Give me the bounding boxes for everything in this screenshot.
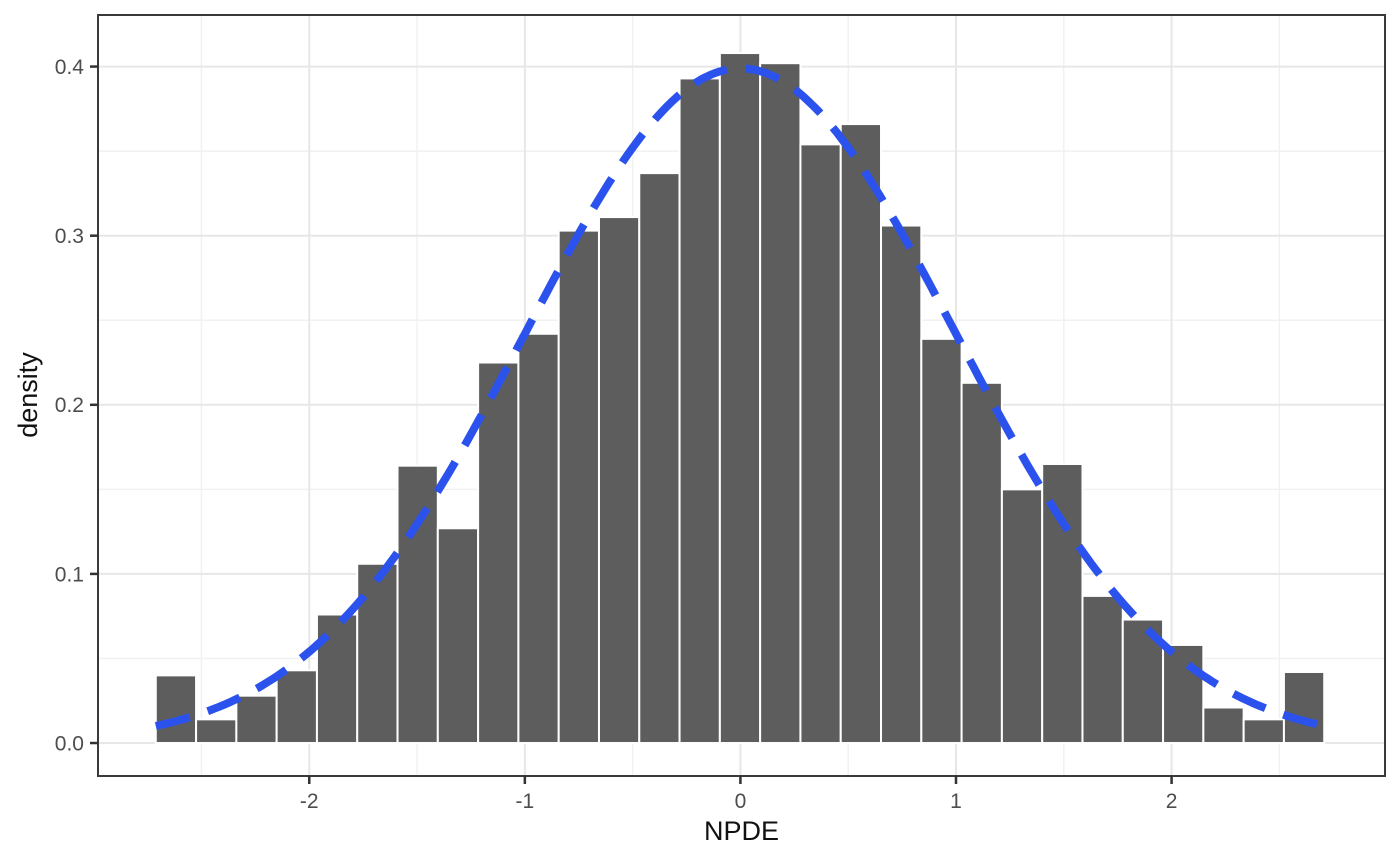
histogram-bar (396, 464, 439, 745)
histogram-bar (1202, 706, 1245, 745)
histogram-bar (154, 674, 198, 745)
histogram-bar (356, 562, 399, 745)
x-tick-label: 0 (735, 790, 747, 813)
x-tick-label: -2 (300, 790, 319, 813)
histogram-bar (718, 52, 762, 745)
histogram-bar (235, 694, 278, 745)
histogram-bar (1000, 488, 1044, 745)
histogram-bar (678, 77, 721, 745)
y-tick-label: 0.0 (55, 732, 84, 755)
histogram-bar (517, 332, 560, 745)
x-tick-label: 2 (1166, 790, 1178, 813)
histogram-bar (638, 172, 681, 745)
histogram-bar (275, 669, 318, 745)
histogram-bar (759, 62, 802, 745)
histogram-bar (1081, 594, 1124, 745)
y-tick-label: 0.1 (55, 563, 84, 586)
histogram-bar (799, 143, 842, 745)
histogram-bar (436, 527, 480, 745)
y-tick-label: 0.4 (55, 56, 85, 79)
histogram-bar (839, 123, 883, 745)
y-axis-title: density (13, 352, 43, 438)
histogram-bar (557, 229, 600, 745)
histogram-bar (960, 381, 1003, 745)
y-tick-label: 0.3 (55, 225, 84, 248)
y-tick-label: 0.2 (55, 394, 84, 417)
x-tick-label: 1 (950, 790, 962, 813)
histogram-bar (315, 613, 359, 745)
histogram-bar (1041, 462, 1084, 745)
histogram-bar (880, 224, 923, 745)
histogram-bar (1162, 643, 1205, 745)
x-axis-title: NPDE (703, 816, 779, 846)
histogram-bar (1242, 718, 1285, 745)
histogram-bar (1282, 670, 1326, 745)
normal-density-curve (154, 64, 1326, 730)
histogram-bar (195, 718, 238, 745)
histogram-bar (920, 337, 963, 745)
x-tick-label: -1 (516, 790, 535, 813)
histogram-bar (597, 216, 641, 745)
histogram-bar (477, 361, 520, 745)
